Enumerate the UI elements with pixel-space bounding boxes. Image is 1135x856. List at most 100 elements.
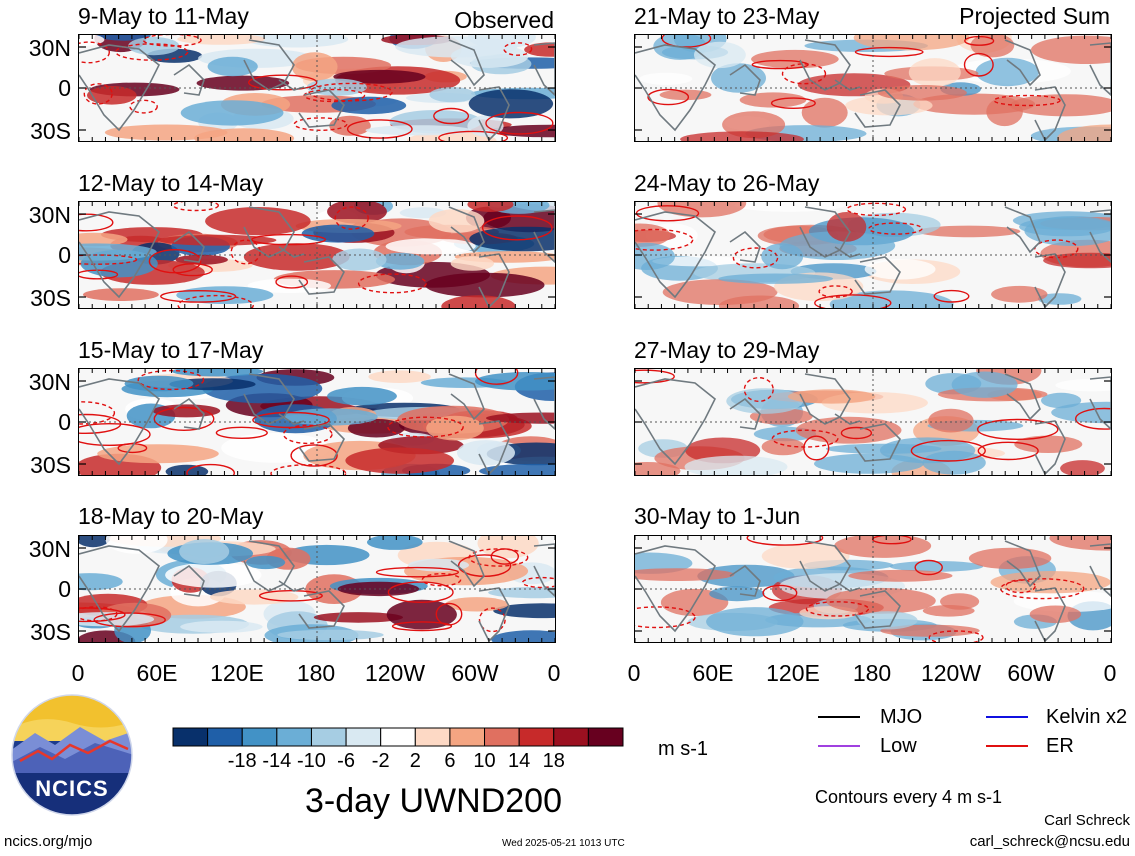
wind-anomaly-blob	[79, 536, 112, 548]
continent-outline	[448, 206, 485, 254]
er-contour	[914, 559, 943, 576]
er-contour	[79, 607, 126, 623]
continent-outline	[729, 63, 761, 96]
wind-anomaly-blob	[210, 589, 299, 605]
lat-label-30s-1: 30S	[30, 118, 71, 144]
continent-outline	[854, 256, 901, 295]
credit-email[interactable]: carl_schreck@ncsu.edu	[969, 833, 1130, 850]
wind-anomaly-blob	[365, 125, 472, 136]
er-contour	[485, 111, 554, 135]
er-contour	[503, 42, 533, 56]
wind-anomaly-blob	[657, 202, 747, 218]
continent-outline	[298, 590, 345, 629]
er-contour	[435, 602, 463, 626]
colorbar-box	[276, 727, 312, 747]
er-contour	[818, 285, 853, 298]
er-contour	[334, 206, 369, 230]
er-contour	[387, 416, 464, 438]
colorbar-tick-label: -10	[297, 750, 326, 772]
wind-anomaly-blob	[180, 620, 263, 633]
er-contour	[805, 601, 870, 617]
wind-anomaly-blob	[332, 248, 387, 271]
er-contour	[172, 263, 213, 277]
lat-label-eq-3: 0	[58, 409, 71, 435]
er-contour	[910, 439, 986, 462]
legend-label-low: Low	[880, 735, 917, 757]
er-contour	[1075, 407, 1111, 430]
lat-label-30n-1: 30N	[28, 35, 71, 61]
continent-outline	[1004, 373, 1041, 421]
er-contour	[160, 290, 237, 303]
wind-anomaly-blob	[395, 36, 518, 58]
er-contour	[129, 99, 158, 114]
lon-label-right-60w: 60W	[1007, 660, 1055, 686]
er-contour	[247, 74, 318, 91]
projected-label: Projected Sum	[959, 3, 1110, 29]
wind-anomaly-blob	[345, 447, 455, 474]
continent-outline	[173, 63, 205, 96]
wind-anomaly-blob	[479, 463, 555, 475]
wind-anomaly-blob	[825, 443, 942, 454]
lon-label-left-360: 0	[547, 660, 561, 686]
continent-outline	[1089, 543, 1111, 598]
colorbar-tick-label: 2	[409, 750, 421, 772]
continent-outline	[854, 423, 901, 462]
wind-anomaly-blob	[975, 57, 1039, 87]
er-contour	[999, 578, 1085, 600]
lon-label-left-120w: 120W	[364, 660, 426, 686]
legend-line-mjo	[818, 716, 860, 718]
continent-outline	[79, 378, 161, 466]
wind-anomaly-blob	[79, 243, 157, 261]
legend-label-mjo: MJO	[880, 706, 923, 728]
wind-anomaly-blob	[194, 128, 295, 141]
er-contour	[387, 581, 454, 603]
continent-outline	[854, 590, 901, 629]
wind-anomaly-blob	[709, 586, 765, 602]
wind-anomaly-blob	[761, 438, 805, 456]
er-contour	[93, 612, 166, 628]
colorbar-box	[207, 727, 243, 747]
er-contour	[177, 294, 254, 308]
continent-outline	[448, 373, 485, 421]
wind-anomaly-blob	[97, 444, 219, 464]
colorbar-box	[380, 727, 416, 747]
main-title: 3-day UWND200	[305, 782, 562, 820]
lon-label-right-120w: 120W	[920, 660, 982, 686]
wind-anomaly-blob	[1031, 35, 1111, 64]
er-contour	[781, 63, 827, 85]
er-contour	[933, 289, 970, 303]
logo-text: NCICS	[35, 776, 108, 801]
er-contour	[346, 119, 413, 139]
wind-anomaly-blob	[1049, 536, 1111, 551]
colorbar-tick-label: -6	[337, 750, 355, 772]
lon-label-left-60w: 60W	[451, 660, 499, 686]
er-contour	[79, 254, 138, 265]
wind-anomaly-blob	[684, 455, 788, 475]
continent-outline	[1004, 540, 1041, 588]
er-contour	[275, 275, 309, 289]
wind-anomaly-blob	[928, 408, 974, 433]
panel-title-3: 15-May to 17-May	[78, 337, 264, 363]
wind-anomaly-blob	[105, 536, 168, 554]
continent-outline	[173, 397, 205, 430]
er-contour	[79, 423, 151, 446]
lat-label-eq-2: 0	[58, 242, 71, 268]
site-link[interactable]: ncics.org/mjo	[4, 833, 93, 850]
er-contour	[770, 97, 816, 109]
lat-label-30s-2: 30S	[30, 285, 71, 311]
wind-anomaly-blob	[970, 35, 1015, 58]
wind-anomaly-blob	[779, 231, 896, 260]
panel-title-2: 12-May to 14-May	[78, 170, 264, 196]
wind-anomaly-blob	[179, 539, 230, 564]
colorbar-tick-label: 18	[542, 750, 565, 772]
wind-anomaly-blob	[1010, 94, 1111, 117]
ncics-logo: NCICS	[11, 694, 133, 816]
map-panel-6	[634, 201, 1112, 309]
continent-outline	[729, 230, 761, 263]
contours-note: Contours every 4 m s-1	[815, 787, 1003, 807]
er-contour	[963, 52, 994, 77]
wind-anomaly-blob	[491, 630, 555, 642]
wind-anomaly-blob	[367, 536, 423, 550]
continent-outline	[448, 540, 485, 588]
er-contour	[258, 590, 323, 602]
